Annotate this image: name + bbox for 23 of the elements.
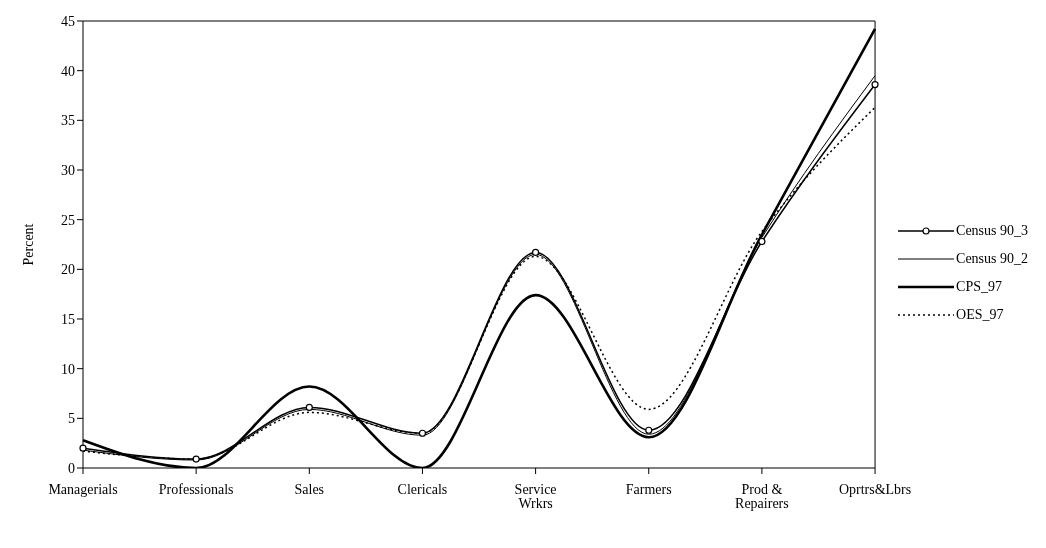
legend-label: CPS_97	[956, 279, 1002, 295]
y-axis-title: Percent	[20, 223, 36, 266]
x-tick-label: Clericals	[397, 481, 448, 497]
y-tick-label: 40	[61, 63, 75, 79]
x-tick-label: Sales	[294, 481, 325, 497]
y-tick-label: 45	[61, 13, 75, 29]
x-tick-label: Oprtrs&Lbrs	[838, 481, 912, 497]
x-tick-label: Prod & Repairers	[735, 481, 789, 511]
y-tick-label: 35	[61, 113, 75, 129]
x-tick-label: Service Wrkrs	[514, 481, 557, 511]
legend-label: Census 90_2	[956, 251, 1028, 267]
y-tick-label: 15	[61, 311, 75, 327]
y-tick-label: 25	[61, 212, 75, 228]
y-tick-label: 10	[61, 361, 75, 377]
legend-label: Census 90_3	[956, 223, 1028, 239]
y-tick-label: 30	[61, 162, 75, 178]
y-tick-label: 0	[68, 460, 75, 476]
y-tick-label: 20	[61, 262, 75, 278]
y-tick-label: 5	[68, 411, 75, 427]
x-tick-label: Professionals	[158, 481, 234, 497]
x-tick-label: Farmers	[625, 481, 672, 497]
x-tick-label: Managerials	[48, 481, 118, 497]
legend-label: OES_97	[956, 307, 1004, 323]
